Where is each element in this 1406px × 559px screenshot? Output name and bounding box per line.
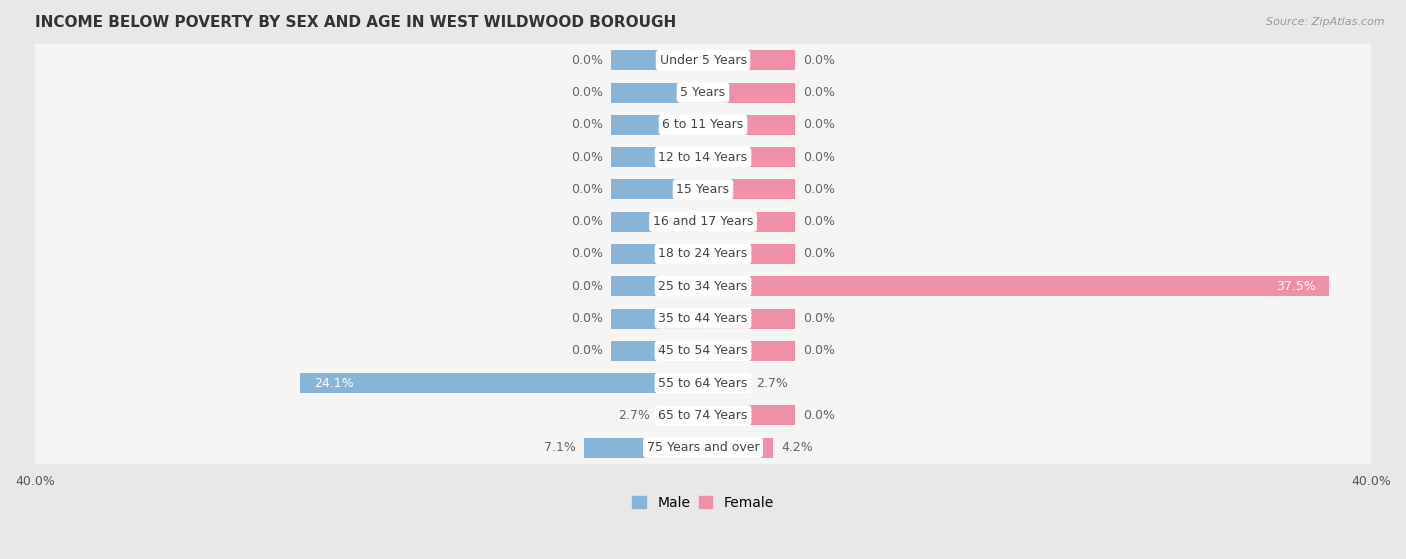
Bar bbox=[612, 244, 703, 264]
Bar bbox=[703, 212, 794, 231]
Bar bbox=[585, 438, 703, 458]
Text: 15 Years: 15 Years bbox=[676, 183, 730, 196]
Bar bbox=[612, 212, 703, 231]
Text: 0.0%: 0.0% bbox=[571, 280, 603, 293]
Text: 16 and 17 Years: 16 and 17 Years bbox=[652, 215, 754, 228]
Bar bbox=[703, 50, 794, 70]
Text: 0.0%: 0.0% bbox=[571, 119, 603, 131]
Text: 37.5%: 37.5% bbox=[1277, 280, 1316, 293]
Text: 7.1%: 7.1% bbox=[544, 441, 576, 454]
Text: 45 to 54 Years: 45 to 54 Years bbox=[658, 344, 748, 357]
Text: 0.0%: 0.0% bbox=[803, 409, 835, 422]
Text: Under 5 Years: Under 5 Years bbox=[659, 54, 747, 67]
Text: 55 to 64 Years: 55 to 64 Years bbox=[658, 377, 748, 390]
Text: 0.0%: 0.0% bbox=[571, 344, 603, 357]
Text: 12 to 14 Years: 12 to 14 Years bbox=[658, 150, 748, 164]
Text: 0.0%: 0.0% bbox=[571, 248, 603, 260]
Text: 0.0%: 0.0% bbox=[571, 183, 603, 196]
Bar bbox=[703, 179, 794, 200]
Bar bbox=[703, 405, 794, 425]
Bar bbox=[612, 50, 703, 70]
FancyBboxPatch shape bbox=[1, 108, 1405, 141]
Text: 2.7%: 2.7% bbox=[617, 409, 650, 422]
Text: 0.0%: 0.0% bbox=[803, 344, 835, 357]
FancyBboxPatch shape bbox=[1, 141, 1405, 173]
Bar bbox=[703, 115, 794, 135]
Text: 0.0%: 0.0% bbox=[571, 86, 603, 99]
Bar bbox=[301, 373, 703, 393]
FancyBboxPatch shape bbox=[1, 206, 1405, 238]
FancyBboxPatch shape bbox=[1, 270, 1405, 302]
Text: 18 to 24 Years: 18 to 24 Years bbox=[658, 248, 748, 260]
FancyBboxPatch shape bbox=[1, 44, 1405, 77]
Bar bbox=[612, 309, 703, 329]
Text: 0.0%: 0.0% bbox=[803, 86, 835, 99]
Text: 0.0%: 0.0% bbox=[803, 119, 835, 131]
Text: 0.0%: 0.0% bbox=[803, 54, 835, 67]
Text: 0.0%: 0.0% bbox=[571, 215, 603, 228]
Text: 4.2%: 4.2% bbox=[782, 441, 813, 454]
Bar bbox=[703, 147, 794, 167]
Text: 6 to 11 Years: 6 to 11 Years bbox=[662, 119, 744, 131]
Bar bbox=[612, 147, 703, 167]
FancyBboxPatch shape bbox=[1, 432, 1405, 464]
Bar bbox=[703, 244, 794, 264]
Bar bbox=[703, 341, 794, 361]
Text: 2.7%: 2.7% bbox=[756, 377, 789, 390]
Bar bbox=[612, 83, 703, 102]
Text: 0.0%: 0.0% bbox=[803, 248, 835, 260]
FancyBboxPatch shape bbox=[1, 335, 1405, 367]
FancyBboxPatch shape bbox=[1, 399, 1405, 432]
Text: 0.0%: 0.0% bbox=[571, 312, 603, 325]
Text: 0.0%: 0.0% bbox=[803, 183, 835, 196]
Bar bbox=[612, 276, 703, 296]
Text: 0.0%: 0.0% bbox=[571, 150, 603, 164]
FancyBboxPatch shape bbox=[1, 367, 1405, 399]
Legend: Male, Female: Male, Female bbox=[627, 490, 779, 515]
Bar bbox=[703, 83, 794, 102]
Text: 0.0%: 0.0% bbox=[803, 312, 835, 325]
Bar bbox=[612, 115, 703, 135]
FancyBboxPatch shape bbox=[1, 302, 1405, 335]
Text: 0.0%: 0.0% bbox=[571, 54, 603, 67]
Text: 0.0%: 0.0% bbox=[803, 215, 835, 228]
FancyBboxPatch shape bbox=[1, 77, 1405, 108]
FancyBboxPatch shape bbox=[1, 173, 1405, 206]
Bar bbox=[658, 405, 703, 425]
Text: 65 to 74 Years: 65 to 74 Years bbox=[658, 409, 748, 422]
Bar bbox=[612, 341, 703, 361]
Text: 35 to 44 Years: 35 to 44 Years bbox=[658, 312, 748, 325]
Text: Source: ZipAtlas.com: Source: ZipAtlas.com bbox=[1267, 17, 1385, 27]
Bar bbox=[703, 309, 794, 329]
Text: 24.1%: 24.1% bbox=[314, 377, 353, 390]
Bar bbox=[703, 276, 1329, 296]
Text: 75 Years and over: 75 Years and over bbox=[647, 441, 759, 454]
Text: INCOME BELOW POVERTY BY SEX AND AGE IN WEST WILDWOOD BOROUGH: INCOME BELOW POVERTY BY SEX AND AGE IN W… bbox=[35, 15, 676, 30]
FancyBboxPatch shape bbox=[1, 238, 1405, 270]
Text: 0.0%: 0.0% bbox=[803, 150, 835, 164]
Text: 25 to 34 Years: 25 to 34 Years bbox=[658, 280, 748, 293]
Bar bbox=[612, 179, 703, 200]
Text: 5 Years: 5 Years bbox=[681, 86, 725, 99]
Bar bbox=[703, 373, 748, 393]
Bar bbox=[703, 438, 773, 458]
